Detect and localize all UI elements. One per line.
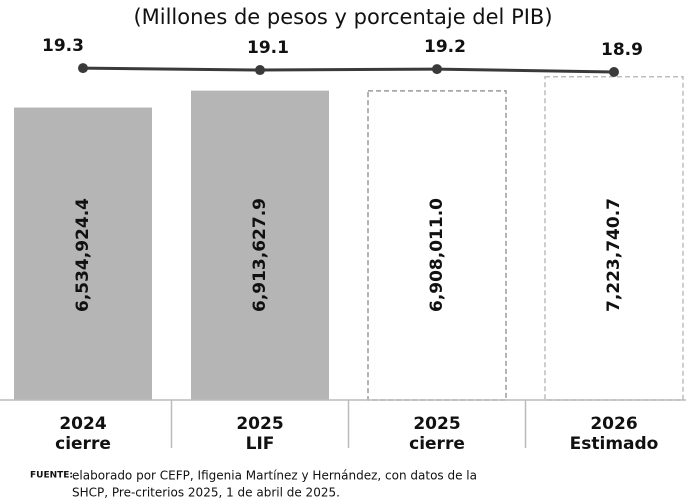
line-point bbox=[609, 66, 619, 77]
bar bbox=[14, 107, 152, 400]
x-tick-label: Estimado bbox=[570, 434, 659, 454]
line bbox=[82, 66, 615, 74]
line-value-label: 19.2 bbox=[424, 37, 466, 57]
bar-value-label: 6,534,924.4 bbox=[73, 198, 93, 312]
x-tick-label: 2025 bbox=[413, 414, 460, 434]
line-value-label: 19.3 bbox=[42, 36, 84, 56]
source-text: SHCP, Pre-criterios 2025, 1 de abril de … bbox=[72, 486, 340, 500]
chart-subtitle: (Millones de pesos y porcentaje del PIB) bbox=[133, 5, 552, 29]
line-point bbox=[78, 63, 88, 74]
bar bbox=[191, 90, 329, 401]
bar-value-label: 6,908,011.0 bbox=[427, 198, 447, 312]
line-point bbox=[432, 64, 442, 75]
line-value-label: 19.1 bbox=[247, 38, 289, 58]
x-tick-label: 2026 bbox=[590, 414, 637, 434]
line-value-label: 18.9 bbox=[601, 40, 643, 60]
source-label: FUENTE: bbox=[30, 471, 73, 481]
source-text: elaborado por CEFP, Ifigenia Martínez y … bbox=[72, 469, 477, 483]
x-tick-label: 2024 bbox=[59, 414, 106, 434]
x-tick-label: LIF bbox=[246, 434, 275, 454]
bar-value-label: 7,223,740.7 bbox=[604, 198, 624, 312]
x-tick-label: cierre bbox=[55, 434, 111, 454]
bar-value-label: 6,913,627.9 bbox=[250, 198, 270, 312]
x-tick-label: cierre bbox=[409, 434, 465, 454]
bar bbox=[544, 75, 684, 401]
line-point bbox=[255, 65, 265, 76]
x-tick-label: 2025 bbox=[236, 414, 283, 434]
